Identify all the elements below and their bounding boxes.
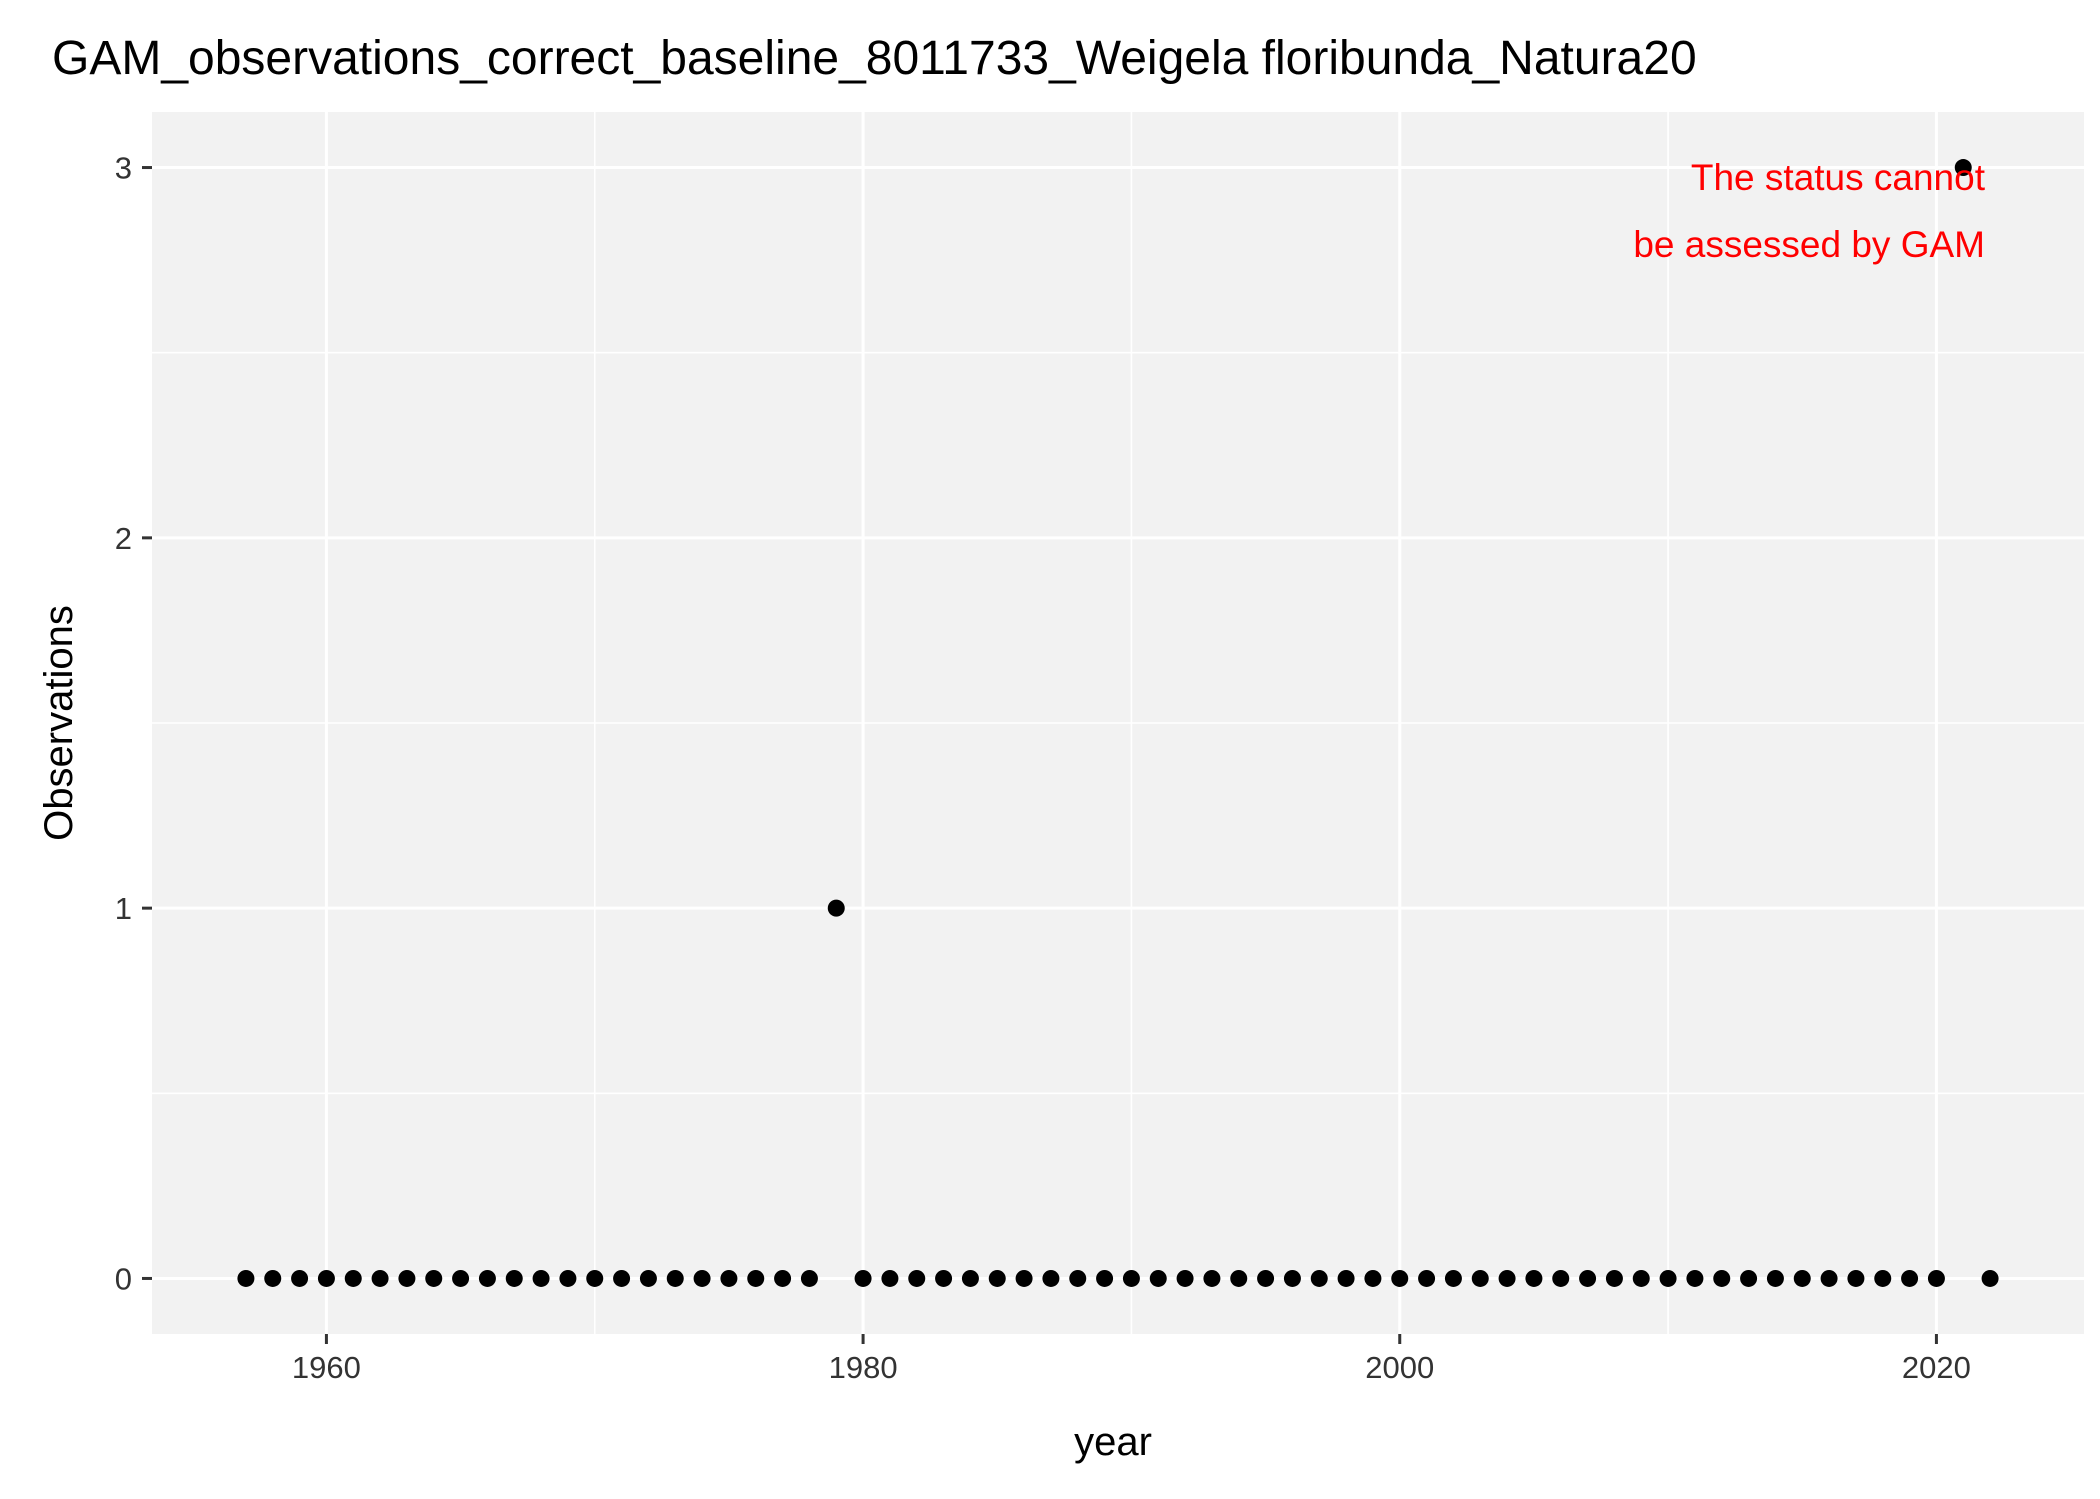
data-point [1391, 1269, 1409, 1287]
y-tick-label: 3 [115, 151, 132, 186]
data-point [1847, 1269, 1865, 1287]
data-point [1498, 1269, 1516, 1287]
data-point [1069, 1269, 1087, 1287]
data-point [747, 1269, 765, 1287]
data-point [478, 1269, 496, 1287]
data-point [1176, 1269, 1194, 1287]
data-point [1364, 1269, 1382, 1287]
x-tick-label: 2020 [1902, 1350, 1971, 1385]
x-axis: 1960 1980 2000 2020 [292, 1334, 1971, 1385]
data-point [1632, 1269, 1650, 1287]
data-point [908, 1269, 926, 1287]
data-point [1901, 1269, 1919, 1287]
data-point [1954, 159, 1972, 177]
data-point [1927, 1269, 1945, 1287]
data-point [774, 1269, 792, 1287]
data-point [1310, 1269, 1328, 1287]
chart-title: GAM_observations_correct_baseline_801173… [52, 32, 1697, 85]
data-point [1793, 1269, 1811, 1287]
grid-minor-lines [152, 112, 2084, 1334]
data-point [425, 1269, 443, 1287]
data-point [854, 1269, 872, 1287]
data-point [935, 1269, 953, 1287]
data-point [961, 1269, 979, 1287]
data-point [559, 1269, 577, 1287]
data-point [639, 1269, 657, 1287]
data-point [881, 1269, 899, 1287]
grid-major-lines [152, 112, 2084, 1334]
data-point [317, 1269, 335, 1287]
data-point [1015, 1269, 1033, 1287]
data-point [988, 1269, 1006, 1287]
data-point [1122, 1269, 1140, 1287]
data-point [827, 899, 845, 917]
data-point [1874, 1269, 1892, 1287]
data-point [1605, 1269, 1623, 1287]
data-point [1686, 1269, 1704, 1287]
data-point [586, 1269, 604, 1287]
x-tick-label: 1980 [829, 1350, 898, 1385]
data-point [1766, 1269, 1784, 1287]
annotation-line: The status cannot [1691, 157, 1986, 198]
data-point [1471, 1269, 1489, 1287]
data-point [1579, 1269, 1597, 1287]
data-point [371, 1269, 389, 1287]
data-point [1096, 1269, 1114, 1287]
y-tick-label: 1 [115, 891, 132, 926]
data-point [398, 1269, 416, 1287]
data-point [532, 1269, 550, 1287]
data-point [666, 1269, 684, 1287]
data-point [1042, 1269, 1060, 1287]
x-tick-label: 2000 [1365, 1350, 1434, 1385]
annotation-line: be assessed by GAM [1633, 224, 1985, 265]
data-point [1230, 1269, 1248, 1287]
data-point [237, 1269, 255, 1287]
data-point [1444, 1269, 1462, 1287]
data-point [1257, 1269, 1275, 1287]
data-point [505, 1269, 523, 1287]
data-point [693, 1269, 711, 1287]
data-point [1337, 1269, 1355, 1287]
data-point [1149, 1269, 1167, 1287]
data-point [264, 1269, 282, 1287]
data-point [344, 1269, 362, 1287]
data-point [1203, 1269, 1221, 1287]
data-point [1283, 1269, 1301, 1287]
data-point [720, 1269, 738, 1287]
data-point [452, 1269, 470, 1287]
data-point [613, 1269, 631, 1287]
data-point [1981, 1269, 1999, 1287]
data-point [1552, 1269, 1570, 1287]
data-point [291, 1269, 309, 1287]
data-point [800, 1269, 818, 1287]
data-points [237, 159, 1999, 1287]
y-axis: 0 1 2 3 [115, 151, 152, 1296]
x-tick-label: 1960 [292, 1350, 361, 1385]
data-point [1418, 1269, 1436, 1287]
annotation: The status cannot be assessed by GAM [1633, 157, 1985, 265]
data-point [1820, 1269, 1838, 1287]
y-axis-title: Observations [37, 605, 81, 841]
data-point [1659, 1269, 1677, 1287]
x-axis-title: year [1074, 1420, 1152, 1464]
y-tick-label: 2 [115, 521, 132, 556]
data-point [1525, 1269, 1543, 1287]
y-tick-label: 0 [115, 1261, 132, 1296]
data-point [1740, 1269, 1758, 1287]
data-point [1713, 1269, 1731, 1287]
